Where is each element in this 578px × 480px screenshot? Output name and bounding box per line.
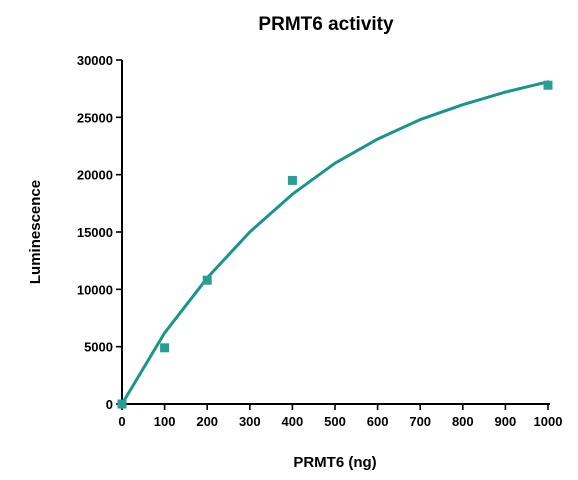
axes: 0 100 200 300 400 500 600 700 800 900 100005000100… — [77, 53, 563, 429]
x-tick-label: 600 — [367, 414, 389, 429]
x-tick-label: 900 — [495, 414, 517, 429]
data-points-layer — [117, 80, 553, 409]
fit-curve — [120, 80, 550, 406]
y-tick-label: 15000 — [77, 225, 113, 240]
x-tick-label: 700 — [409, 414, 431, 429]
data-point — [543, 80, 553, 90]
y-tick-label: 30000 — [77, 53, 113, 68]
data-point — [287, 175, 297, 185]
fit-curve-layer — [120, 80, 550, 406]
y-tick-label: 20000 — [77, 168, 113, 183]
x-tick-label: 400 — [282, 414, 304, 429]
x-tick-label: 800 — [452, 414, 474, 429]
y-axis-label: Luminescence — [27, 180, 44, 284]
data-point — [117, 399, 127, 409]
x-tick-label: 0 — [118, 414, 125, 429]
y-tick-label: 10000 — [77, 282, 113, 297]
x-axis-label: PRMT6 (ng) — [293, 454, 376, 471]
data-point — [202, 275, 212, 285]
x-tick-label: 1000 — [534, 414, 563, 429]
data-point — [160, 343, 170, 353]
x-tick-label: 300 — [239, 414, 261, 429]
x-tick-label: 100 — [154, 414, 176, 429]
y-tick-label: 0 — [106, 397, 113, 412]
y-tick-label: 25000 — [77, 110, 113, 125]
y-tick-label: 5000 — [84, 340, 113, 355]
x-tick-label: 500 — [324, 414, 346, 429]
x-tick-label: 200 — [196, 414, 218, 429]
chart-title: PRMT6 activity — [258, 14, 394, 35]
